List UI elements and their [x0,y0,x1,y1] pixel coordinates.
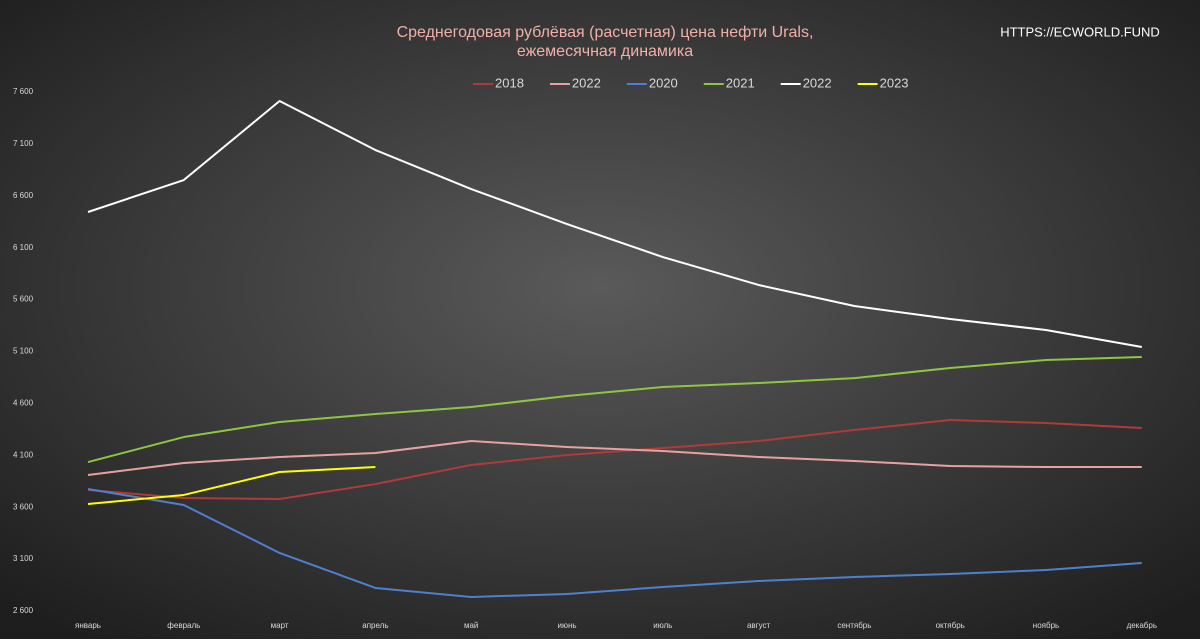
x-tick-label: февраль [167,621,200,630]
legend-label: 2023 [880,75,909,90]
x-tick-label: август [747,621,771,630]
y-tick-label: 3 600 [13,502,34,511]
x-tick-label: декабрь [1127,621,1157,630]
chart-subtitle: ежемесячная динамика [517,43,693,60]
legend-label: 2022 [572,75,601,90]
x-tick-label: сентябрь [837,621,871,630]
y-tick-label: 3 100 [13,554,34,563]
x-tick-label: ноябрь [1033,621,1059,630]
chart-title: Среднегодовая рублёвая (расчетная) цена … [397,24,814,41]
legend-label: 2021 [726,75,755,90]
x-tick-label: июнь [557,621,576,630]
y-tick-label: 4 600 [13,399,34,408]
x-tick-label: май [464,621,478,630]
y-tick-label: 5 600 [13,295,34,304]
x-tick-label: январь [75,621,101,630]
legend-label: 2022 [803,75,832,90]
watermark: HTTPS://ECWORLD.FUND [1000,24,1160,39]
x-tick-label: март [271,621,289,630]
series-line [87,439,1142,477]
y-tick-label: 4 100 [13,450,34,459]
y-tick-label: 7 600 [13,87,34,96]
series-line [87,488,1142,598]
series-line [87,466,376,505]
y-tick-label: 6 600 [13,191,34,200]
x-tick-label: июль [653,621,672,630]
x-tick-label: апрель [362,621,388,630]
x-tick-label: октябрь [936,621,965,630]
y-tick-label: 7 100 [13,139,34,148]
series-line [87,356,1142,464]
legend-label: 2020 [649,75,678,90]
series-line [87,100,1142,349]
y-tick-label: 2 600 [13,606,34,615]
series-line [87,419,1142,500]
legend-label: 2018 [495,75,524,90]
y-tick-label: 6 100 [13,243,34,252]
y-tick-label: 5 100 [13,347,34,356]
